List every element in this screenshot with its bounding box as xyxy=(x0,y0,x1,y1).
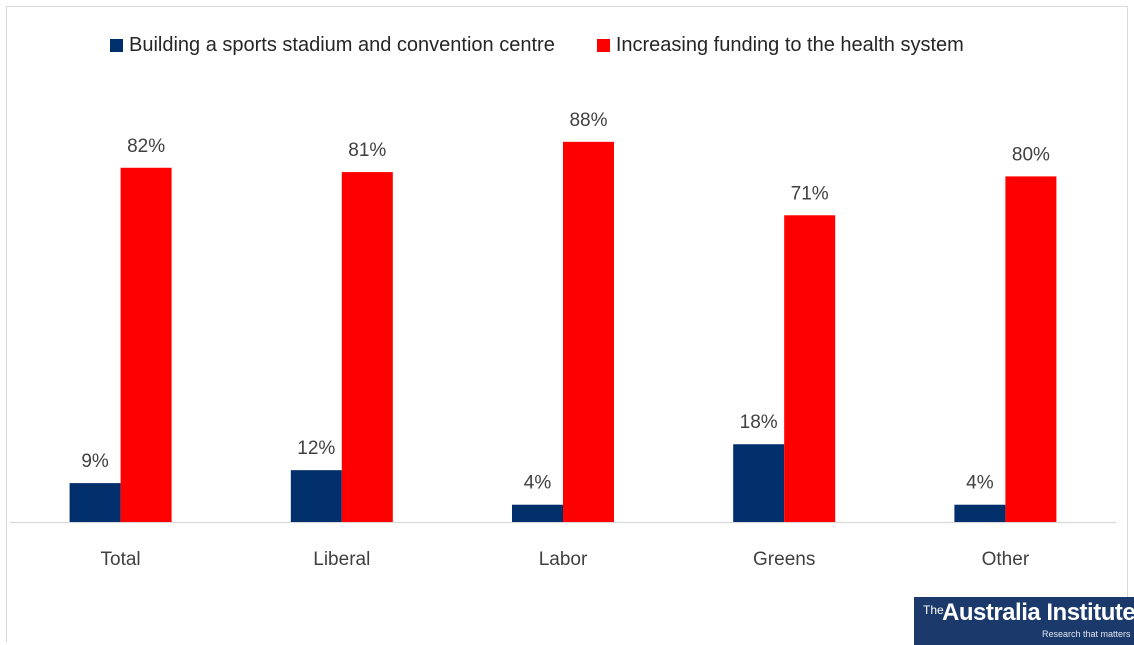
logo-name: Australia Institute xyxy=(942,599,1134,626)
data-label-liberal-series-0: 12% xyxy=(297,438,335,459)
x-tick-label-labor: Labor xyxy=(539,549,588,570)
bar-total-series-0 xyxy=(69,483,121,522)
bar-liberal-series-0 xyxy=(290,470,342,522)
bar-other-series-1 xyxy=(1005,176,1057,522)
x-tick-label-liberal: Liberal xyxy=(313,549,370,570)
data-label-liberal-series-1: 81% xyxy=(348,140,386,161)
australia-institute-logo: The Australia Institute Research that ma… xyxy=(914,597,1134,645)
bar-labor-series-1 xyxy=(563,141,614,522)
legend-item-health: Increasing funding to the health system xyxy=(596,34,964,57)
data-label-other-series-0: 4% xyxy=(966,473,994,494)
chart-frame xyxy=(6,6,1128,642)
x-tick-label-total: Total xyxy=(101,549,141,570)
bar-greens-series-1 xyxy=(784,215,836,522)
data-label-total-series-0: 9% xyxy=(81,451,109,472)
bar-labor-series-0 xyxy=(512,504,563,522)
bar-total-series-1 xyxy=(120,167,172,522)
data-label-greens-series-0: 18% xyxy=(740,412,778,433)
data-label-greens-series-1: 71% xyxy=(791,183,829,204)
legend-item-stadium: Building a sports stadium and convention… xyxy=(110,34,555,57)
bar-other-series-0 xyxy=(954,504,1006,522)
logo-the: The xyxy=(923,603,944,617)
data-label-labor-series-0: 4% xyxy=(524,473,552,494)
x-tick-label-other: Other xyxy=(982,549,1030,570)
x-tick-label-greens: Greens xyxy=(753,549,815,570)
data-label-labor-series-1: 88% xyxy=(569,110,607,131)
bar-liberal-series-1 xyxy=(341,172,393,522)
data-label-other-series-1: 80% xyxy=(1012,144,1050,165)
data-label-total-series-1: 82% xyxy=(127,136,165,157)
legend: Building a sports stadium and convention… xyxy=(110,34,964,57)
legend-swatch-stadium xyxy=(110,39,123,52)
legend-label-stadium: Building a sports stadium and convention… xyxy=(129,34,555,56)
logo-tagline: Research that matters xyxy=(1042,629,1131,639)
legend-label-health: Increasing funding to the health system xyxy=(615,34,964,56)
bar-greens-series-0 xyxy=(733,444,785,522)
legend-swatch-health xyxy=(596,39,610,52)
